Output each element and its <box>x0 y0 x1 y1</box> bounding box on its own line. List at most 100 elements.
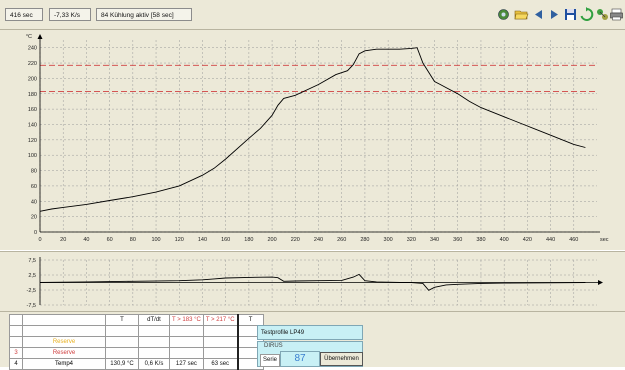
gradient-x-axis-arrow <box>598 280 603 285</box>
x-tick-label: 20 <box>60 237 66 243</box>
y-tick-label: 80 <box>31 169 37 175</box>
x-tick-label: 120 <box>175 237 184 243</box>
x-tick-label: 100 <box>151 237 160 243</box>
x-tick-label: 180 <box>244 237 253 243</box>
table-row[interactable]: 3 Reserve <box>9 347 264 359</box>
profile-details: DIRUS Serie 87 Übernehmen <box>257 341 363 367</box>
settings-gear-icon[interactable] <box>496 7 511 22</box>
next-arrow-icon[interactable] <box>547 7 562 22</box>
table-header-row: T dT/dt T > 183 °C T > 217 °C T <box>9 314 264 326</box>
y-axis-arrow <box>37 34 43 39</box>
x-tick-label: 380 <box>476 237 485 243</box>
serie-value[interactable]: 87 <box>280 351 320 367</box>
cell-num <box>9 325 23 337</box>
x-tick-label: 60 <box>107 237 113 243</box>
x-tick-label: 0 <box>38 237 41 243</box>
header-t: T <box>105 314 139 326</box>
cell-t183 <box>169 347 204 359</box>
temperature-series-line <box>39 47 586 212</box>
y-tick-label: 200 <box>28 76 37 82</box>
y-tick-label: 20 <box>31 215 37 221</box>
cell-num <box>9 336 23 348</box>
header-t217: T > 217 °C <box>202 314 239 326</box>
y-tick-label: 40 <box>31 199 37 205</box>
x-tick-label: 420 <box>523 237 532 243</box>
status-rate: -7,33 K/s <box>49 8 91 21</box>
x-tick-label: 320 <box>407 237 416 243</box>
header-t183: T > 183 °C <box>169 314 204 326</box>
export-icon[interactable] <box>595 7 610 22</box>
cell-t217 <box>202 347 239 359</box>
header-dtdt: dT/dt <box>138 314 170 326</box>
gradient-chart-panel: 7,5 2,5 -2,5 -7,5 <box>0 251 625 311</box>
profile-sub: DIRUS <box>264 343 283 349</box>
x-tick-label: 260 <box>337 237 346 243</box>
y-axis-label: °C <box>26 34 32 40</box>
profile-name: Testprofile LP49 <box>257 325 363 340</box>
y-tick-label: 240 <box>28 46 37 52</box>
y-tick-label: 60 <box>31 184 37 190</box>
cell-t: 130,9 °C <box>105 358 139 370</box>
table-row[interactable] <box>9 325 264 337</box>
cell-dtdt <box>138 347 170 359</box>
cell-t <box>105 336 139 348</box>
cell-dtdt <box>138 325 170 337</box>
gradient-y-tick-label: -7,5 <box>27 303 36 309</box>
status-time: 416 sec <box>5 8 43 21</box>
cell-name: Reserve <box>22 336 106 348</box>
status-phase: 84 Kühlung aktiv [58 sec] <box>96 8 192 21</box>
gradient-y-tick-label: 7,5 <box>28 258 36 264</box>
x-tick-label: 340 <box>430 237 439 243</box>
gradient-chart: 7,5 2,5 -2,5 -7,5 <box>27 257 603 309</box>
x-tick-label: 160 <box>221 237 230 243</box>
cell-t183: 127 sec <box>169 358 204 370</box>
apply-button[interactable]: Übernehmen <box>320 352 363 366</box>
cell-t217 <box>202 336 239 348</box>
x-tick-label: 40 <box>83 237 89 243</box>
header-t-extra: T <box>236 314 264 326</box>
x-tick-label: 280 <box>360 237 369 243</box>
open-folder-icon[interactable] <box>514 7 529 22</box>
gradient-y-tick-label: -2,5 <box>27 288 36 294</box>
x-tick-label: 240 <box>314 237 323 243</box>
x-tick-label: 140 <box>198 237 207 243</box>
cell-name <box>22 325 106 337</box>
x-tick-label: 80 <box>130 237 136 243</box>
serie-label: Serie <box>260 354 280 367</box>
header-num <box>9 314 23 326</box>
x-tick-label: 200 <box>267 237 276 243</box>
y-tick-label: 120 <box>28 138 37 144</box>
x-tick-label: 400 <box>500 237 509 243</box>
print-icon[interactable] <box>610 7 623 22</box>
cell-t <box>105 325 139 337</box>
temperature-chart-panel: 0 20 40 60 80 100 120 140 160 180 200 220 240 260 280 3… <box>0 30 625 250</box>
prev-arrow-icon[interactable] <box>531 7 546 22</box>
y-tick-label: 100 <box>28 153 37 159</box>
y-tick-label: 0 <box>34 230 37 236</box>
x-tick-label: 300 <box>384 237 393 243</box>
cell-num: 3 <box>9 347 23 359</box>
y-tick-label: 140 <box>28 122 37 128</box>
save-disk-icon[interactable] <box>563 7 578 22</box>
x-axis-label: sec <box>600 237 609 243</box>
cell-t <box>105 347 139 359</box>
cell-t183 <box>169 336 204 348</box>
y-tick-label: 220 <box>28 61 37 67</box>
toolbar: 416 sec -7,33 K/s 84 Kühlung aktiv [58 s… <box>0 0 625 30</box>
table-row[interactable]: 4 Temp4 130,9 °C 0,6 K/s 127 sec 63 sec <box>9 358 264 370</box>
cell-name: Reserve <box>22 347 106 359</box>
y-tick-label: 180 <box>28 92 37 98</box>
x-tick-label: 220 <box>291 237 300 243</box>
cell-num: 4 <box>9 358 23 370</box>
x-tick-label: 460 <box>569 237 578 243</box>
header-name <box>22 314 106 326</box>
cell-name: Temp4 <box>22 358 106 370</box>
cell-dtdt: 0,6 K/s <box>138 358 170 370</box>
x-tick-label: 440 <box>546 237 555 243</box>
cell-t217 <box>202 325 239 337</box>
cell-dtdt <box>138 336 170 348</box>
temperature-chart: 0 20 40 60 80 100 120 140 160 180 200 220 240 260 280 3… <box>26 34 609 243</box>
gradient-series-line <box>39 273 586 291</box>
refresh-icon[interactable] <box>579 7 594 22</box>
table-row[interactable]: Reserve <box>9 336 264 348</box>
